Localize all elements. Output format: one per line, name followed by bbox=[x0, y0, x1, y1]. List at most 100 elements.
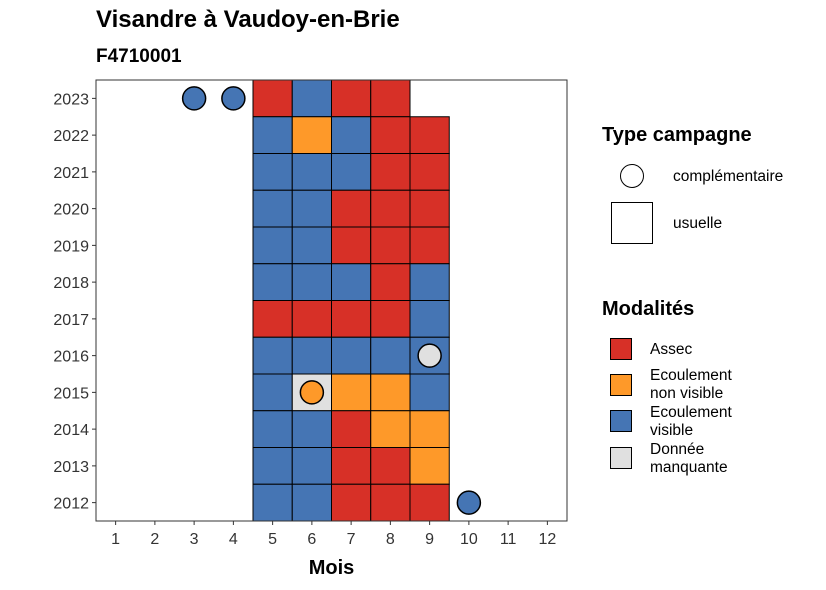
tile-2014-9 bbox=[409, 410, 450, 448]
point-2012-10 bbox=[456, 490, 482, 515]
tile-2017-5 bbox=[252, 300, 293, 338]
tile-2012-8 bbox=[370, 483, 411, 522]
tile-2013-7 bbox=[331, 447, 372, 485]
x-tick-label-2: 2 bbox=[150, 531, 159, 548]
x-tick-label-4: 4 bbox=[229, 531, 238, 548]
tile-2020-9 bbox=[409, 189, 450, 228]
point-2023-3 bbox=[181, 86, 207, 111]
tile-2013-8 bbox=[370, 447, 411, 485]
x-tick-label-10: 10 bbox=[460, 531, 478, 548]
y-axis: 2012 2013 2014 2015 2016 2017 2018 2019 2020 2021… bbox=[53, 91, 96, 513]
y-tick-label-2016: 2016 bbox=[53, 349, 89, 366]
tile-2015-5 bbox=[252, 373, 293, 412]
x-tick-label-7: 7 bbox=[347, 531, 356, 548]
tile-2023-7 bbox=[331, 79, 372, 118]
tile-2016-6 bbox=[291, 336, 332, 375]
x-tick-label-6: 6 bbox=[307, 531, 316, 548]
tile-2019-8 bbox=[370, 226, 411, 265]
tile-2021-7 bbox=[331, 153, 372, 191]
tile-2021-6 bbox=[291, 153, 332, 191]
tile-2022-9 bbox=[409, 116, 450, 154]
tile-2014-8 bbox=[370, 410, 411, 448]
tile-2016-7 bbox=[331, 336, 372, 375]
tile-2014-5 bbox=[252, 410, 293, 448]
tile-2021-5 bbox=[252, 153, 293, 191]
y-tick-label-2014: 2014 bbox=[53, 422, 89, 439]
tile-2012-6 bbox=[291, 483, 332, 522]
tile-2012-5 bbox=[252, 483, 293, 522]
legend-label-ecoulement-non-visible: Ecoulement non visible bbox=[650, 367, 732, 402]
tile-2015-9 bbox=[409, 373, 450, 412]
tile-2017-6 bbox=[291, 300, 332, 338]
tile-2014-6 bbox=[291, 410, 332, 448]
tile-2019-9 bbox=[409, 226, 450, 265]
tile-2023-8 bbox=[370, 79, 411, 118]
legend-type-label-complementaire: complémentaire bbox=[673, 168, 784, 185]
tile-2012-9 bbox=[409, 483, 450, 522]
tile-2017-8 bbox=[370, 300, 411, 338]
chart-title: Visandre à Vaudoy-en-Brie bbox=[96, 6, 400, 33]
x-tick-label-8: 8 bbox=[386, 531, 395, 548]
tile-2017-7 bbox=[331, 300, 372, 338]
x-tick-label-3: 3 bbox=[190, 531, 199, 548]
usuelle-tiles bbox=[252, 79, 450, 522]
legend-modalites-title: Modalités bbox=[602, 298, 695, 320]
legend-swatch-assec bbox=[610, 338, 632, 360]
y-tick-label-2019: 2019 bbox=[53, 238, 89, 255]
tile-2013-9 bbox=[409, 447, 450, 485]
y-tick-label-2018: 2018 bbox=[53, 275, 89, 292]
legend-type-campagne-title: Type campagne bbox=[602, 124, 752, 146]
tile-2015-8 bbox=[370, 373, 411, 412]
legend-square-icon bbox=[611, 202, 653, 244]
x-tick-label-5: 5 bbox=[268, 531, 277, 548]
x-axis-title: Mois bbox=[309, 557, 355, 579]
tile-2017-9 bbox=[409, 300, 450, 338]
x-tick-label-11: 11 bbox=[500, 531, 517, 548]
tile-2016-8 bbox=[370, 336, 411, 375]
point-2015-6 bbox=[299, 380, 325, 405]
legend-circle-icon bbox=[620, 164, 644, 188]
tile-2021-8 bbox=[370, 153, 411, 191]
tile-2022-6 bbox=[291, 116, 332, 154]
y-tick-label-2012: 2012 bbox=[53, 496, 89, 513]
legend-swatch-donnee-manquante bbox=[610, 447, 632, 469]
y-tick-label-2022: 2022 bbox=[53, 128, 89, 145]
y-tick-label-2013: 2013 bbox=[53, 459, 89, 476]
tile-2021-9 bbox=[409, 153, 450, 191]
tile-2019-6 bbox=[291, 226, 332, 265]
x-axis: 1 2 3 4 5 6 7 8 9 10 11 12 bbox=[111, 521, 556, 548]
tile-2023-6 bbox=[291, 79, 332, 118]
legend-label-assec: Assec bbox=[650, 341, 693, 358]
legend-label-ecoulement-visible: Ecoulement visible bbox=[650, 404, 732, 439]
x-tick-label-9: 9 bbox=[425, 531, 434, 548]
tile-2020-5 bbox=[252, 189, 293, 228]
tile-2020-6 bbox=[291, 189, 332, 228]
tile-2022-5 bbox=[252, 116, 293, 154]
y-tick-label-2020: 2020 bbox=[53, 202, 89, 219]
complementaire-points bbox=[181, 86, 482, 515]
point-2016-9 bbox=[417, 343, 442, 368]
tile-2020-8 bbox=[370, 189, 411, 228]
tile-2019-7 bbox=[331, 226, 372, 265]
tile-2018-6 bbox=[291, 263, 332, 301]
point-2023-4 bbox=[221, 86, 246, 111]
tile-2018-5 bbox=[252, 263, 293, 301]
chart-subtitle: F4710001 bbox=[96, 46, 182, 67]
y-tick-label-2017: 2017 bbox=[53, 312, 89, 329]
legend-type-label-usuelle: usuelle bbox=[673, 215, 723, 232]
legend-swatch-ecoulement-non-visible bbox=[610, 374, 632, 396]
tile-2018-9 bbox=[409, 263, 450, 301]
tile-2022-8 bbox=[370, 116, 411, 154]
tile-2020-7 bbox=[331, 189, 372, 228]
x-tick-label-1: 1 bbox=[111, 531, 120, 548]
y-tick-label-2023: 2023 bbox=[53, 91, 89, 108]
panel-border bbox=[95, 79, 568, 522]
x-tick-label-12: 12 bbox=[538, 531, 556, 548]
tile-2018-7 bbox=[331, 263, 372, 301]
tile-2023-5 bbox=[252, 79, 293, 118]
y-tick-label-2015: 2015 bbox=[53, 385, 89, 402]
tile-2015-7 bbox=[331, 373, 372, 412]
tile-2013-5 bbox=[252, 447, 293, 485]
tile-2018-8 bbox=[370, 263, 411, 301]
